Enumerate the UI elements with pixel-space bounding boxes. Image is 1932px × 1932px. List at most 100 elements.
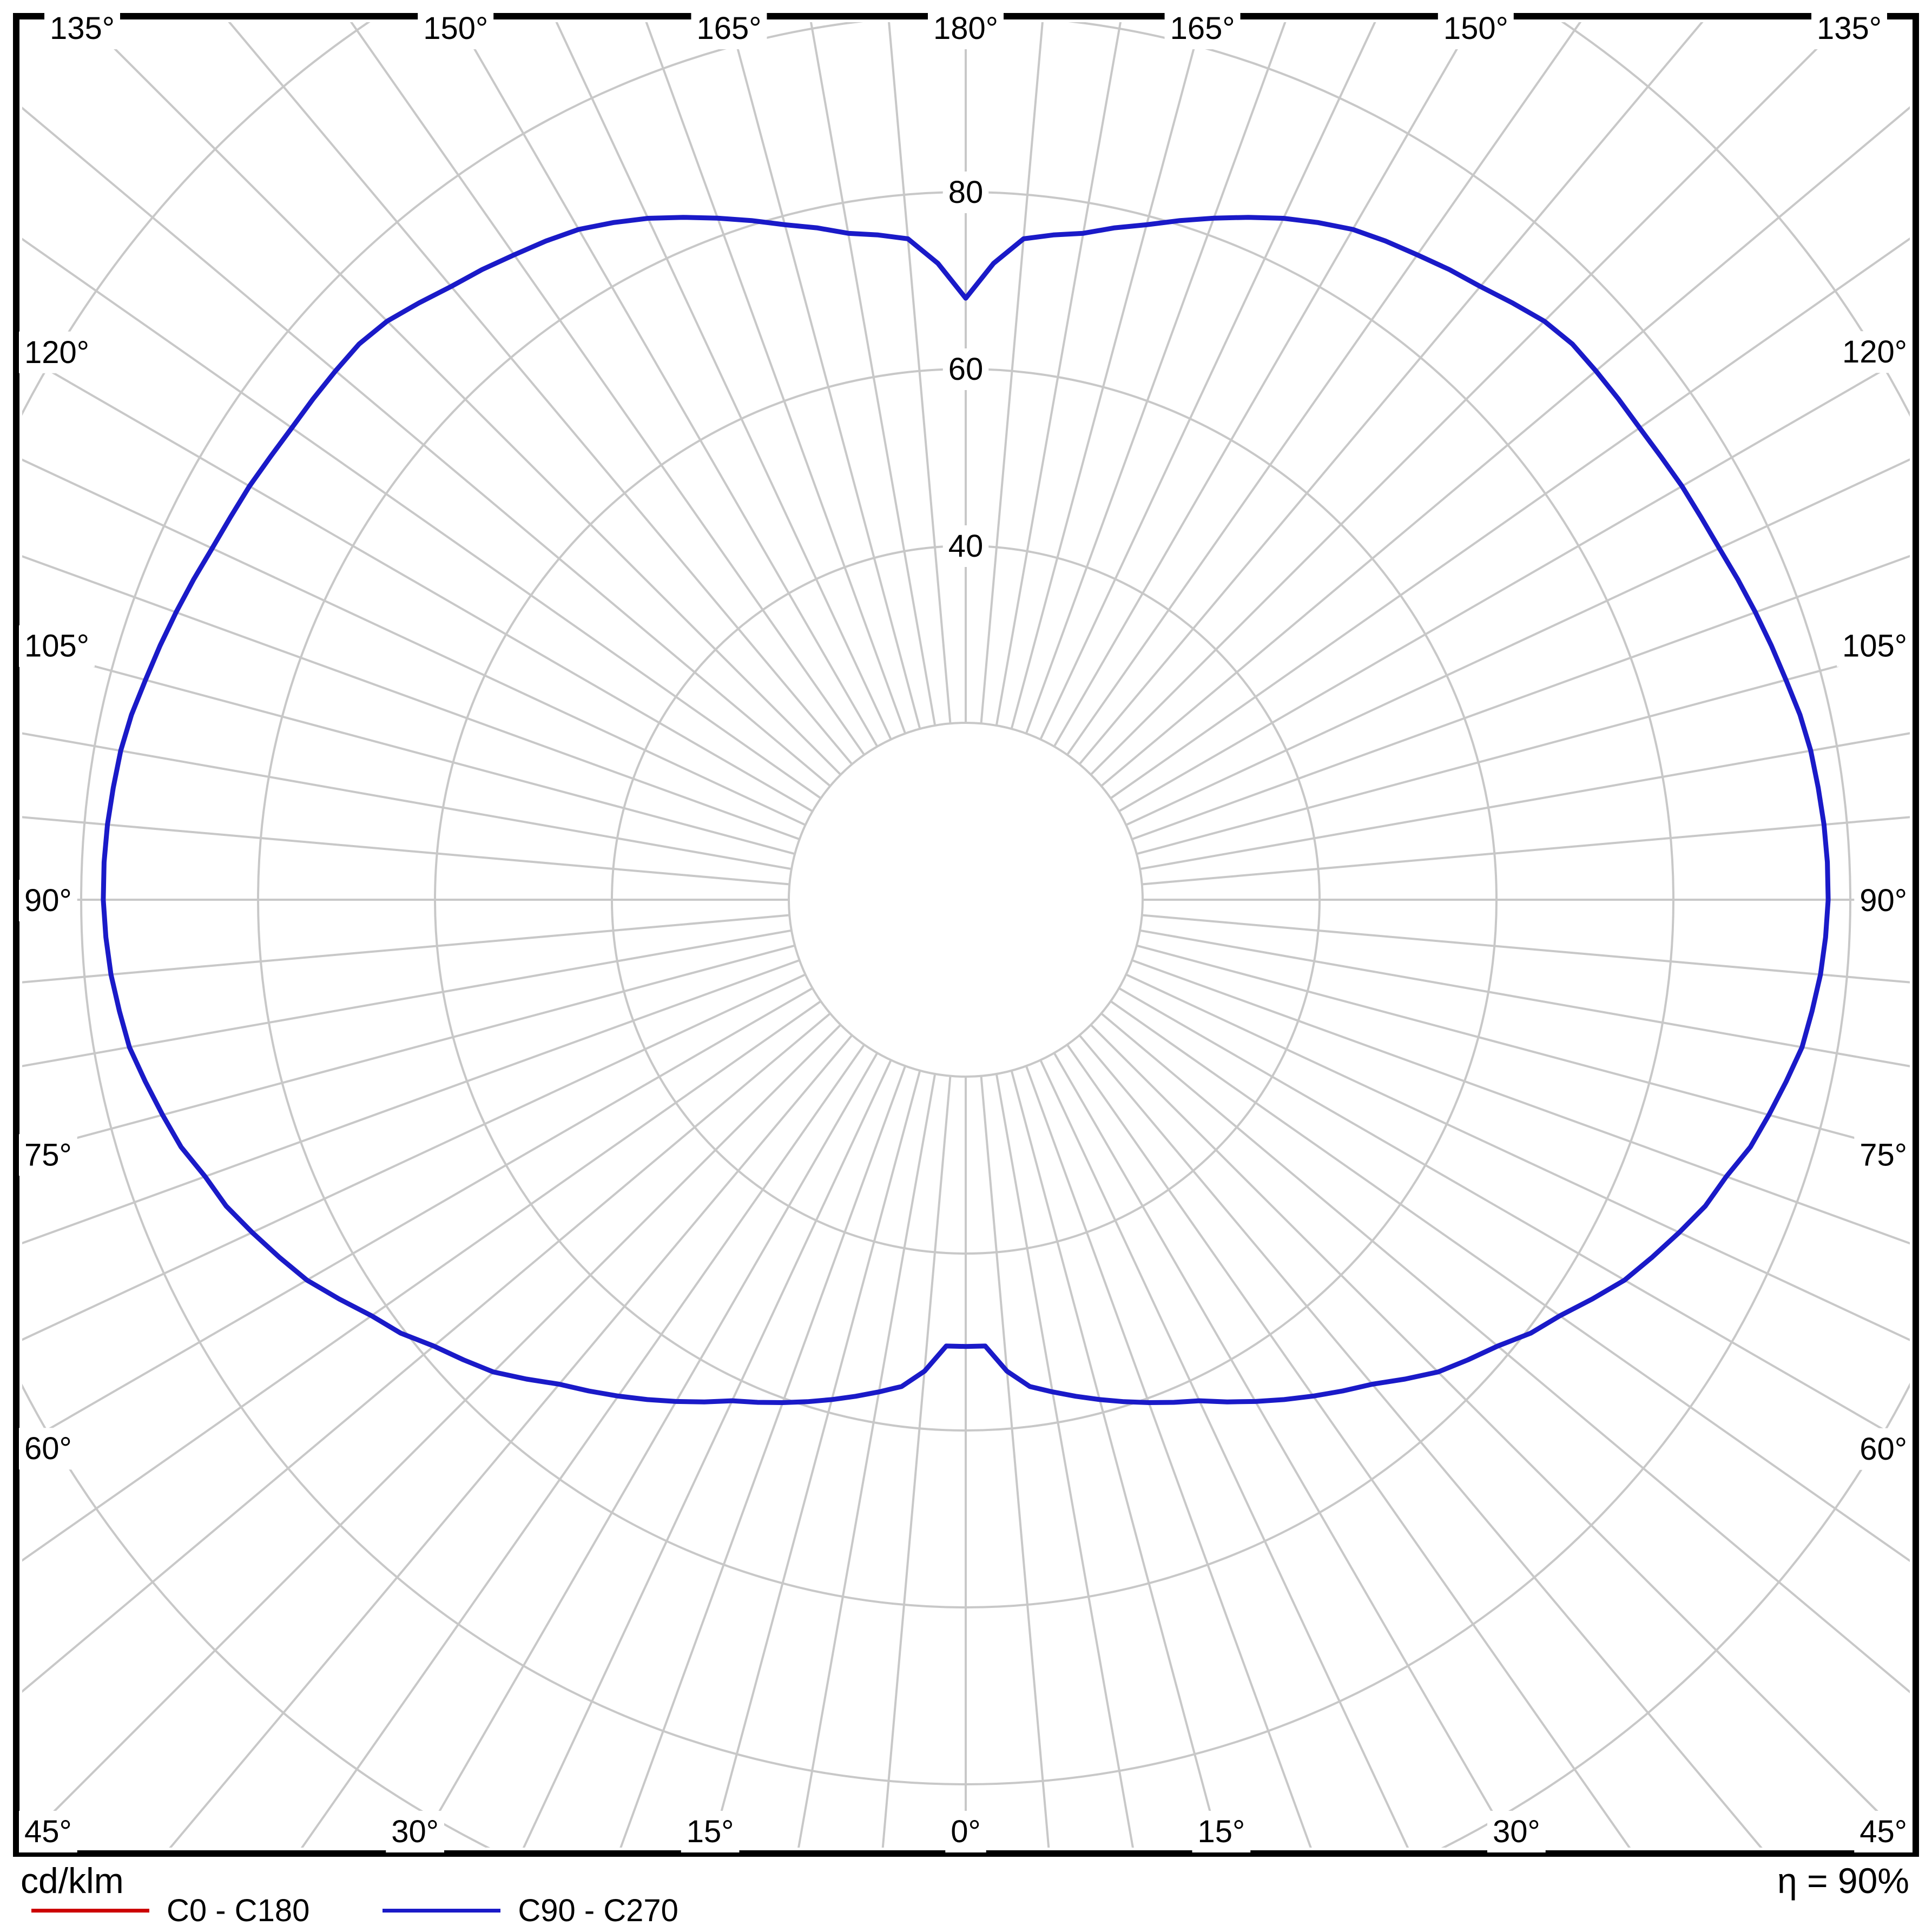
angle-label-120: 120° xyxy=(1842,334,1907,370)
grid-radial-line xyxy=(22,1024,842,1845)
angle-label-90-bg xyxy=(1854,880,1913,921)
grid-radial-line xyxy=(1131,555,1910,841)
grid-radial-line xyxy=(555,22,892,740)
grid-radial-line xyxy=(1066,22,1582,756)
angle-label-165-bg xyxy=(1164,8,1241,49)
grid-radial-line xyxy=(809,22,937,726)
grid-radial-line xyxy=(169,1034,853,1848)
radial-tick-label-80-bg xyxy=(942,172,989,213)
angle-label-180: 180° xyxy=(933,11,998,46)
grid-radial-line xyxy=(458,22,879,747)
grid-radial-line xyxy=(22,987,813,1446)
legend: C0 - C180 C90 - C270 xyxy=(31,1893,678,1929)
angle-label-105-bg xyxy=(19,625,95,667)
angle-label-105: 105° xyxy=(24,629,89,664)
angle-label-90-bg xyxy=(19,880,77,921)
grid-radial-line xyxy=(1066,1044,1631,1848)
angle-label-60: 60° xyxy=(1860,1432,1907,1467)
angle-label-105-bg xyxy=(1837,625,1913,667)
angle-label-30-bg xyxy=(1487,1811,1546,1852)
efficiency-label: η = 90% xyxy=(1777,1861,1909,1901)
grid-radial-line xyxy=(22,929,792,1067)
legend-label-c90-c270: C90 - C270 xyxy=(518,1893,678,1928)
radial-tick-label-40: 40 xyxy=(948,529,984,564)
grid-radial-line xyxy=(1078,22,1704,765)
angle-label-120: 120° xyxy=(24,335,89,370)
grid-radial-line xyxy=(22,959,800,1244)
units-label: cd/klm xyxy=(21,1861,124,1901)
grid-radial-line xyxy=(22,555,800,841)
angle-label-45-bg xyxy=(19,1811,77,1852)
grid-radial-line xyxy=(87,22,842,776)
angle-label-30: 30° xyxy=(391,1814,439,1849)
grid-radial-line xyxy=(1142,816,1910,886)
legend-item-c90-c270: C90 - C270 xyxy=(383,1893,678,1929)
angle-label-60-bg xyxy=(19,1428,77,1470)
grid-radial-line xyxy=(417,1052,879,1848)
grid-radial-line xyxy=(645,22,907,734)
angle-label-75-bg xyxy=(19,1134,77,1176)
angle-label-135-bg xyxy=(1811,8,1887,49)
grid-radial-line xyxy=(22,944,795,1154)
angle-label-165: 165° xyxy=(696,11,761,46)
grid-radial-line xyxy=(22,458,806,826)
grid-radial-line xyxy=(888,22,952,724)
angle-label-15: 15° xyxy=(1198,1814,1245,1849)
grid-radial-line xyxy=(1053,22,1474,747)
grid-radial-line xyxy=(1110,1000,1910,1562)
angle-label-120-bg xyxy=(19,331,95,373)
legend-line-c0-c180-swatch xyxy=(31,1909,149,1913)
legend-label-c0-c180: C0 - C180 xyxy=(167,1893,310,1928)
angle-label-15-bg xyxy=(1192,1811,1251,1852)
grid-radial-line xyxy=(1139,732,1910,871)
angle-label-90: 90° xyxy=(1860,883,1907,918)
angle-label-45: 45° xyxy=(1860,1814,1907,1849)
grid-radial-line xyxy=(1100,106,1910,787)
grid-radial-line xyxy=(1025,1065,1312,1848)
grid-radial-line xyxy=(1139,929,1910,1067)
grid-radial-line xyxy=(1010,1070,1221,1848)
grid-radial-line xyxy=(729,22,921,729)
angle-label-0-bg xyxy=(945,1811,986,1852)
angle-label-60: 60° xyxy=(24,1431,72,1466)
grid-radial-line xyxy=(1090,22,1845,776)
grid-radial-line xyxy=(228,22,853,765)
angle-label-150-bg xyxy=(1438,8,1514,49)
curve-c90-c270 xyxy=(101,215,1831,1405)
angle-label-30: 30° xyxy=(1493,1814,1540,1849)
grid-radial-line xyxy=(1118,353,1910,813)
grid-radial-line xyxy=(350,22,866,756)
grid-radial-line xyxy=(22,1012,831,1693)
angle-label-120-bg xyxy=(1837,331,1913,373)
angle-label-0: 0° xyxy=(951,1814,980,1849)
angle-label-60-bg xyxy=(1854,1428,1913,1470)
grid-radial-line xyxy=(522,1059,892,1848)
angle-label-150-bg xyxy=(418,8,494,49)
radial-tick-label-60-bg xyxy=(942,348,989,390)
grid-radial-line xyxy=(22,816,790,886)
radial-tick-label-40-bg xyxy=(942,525,989,567)
angle-label-75: 75° xyxy=(1860,1138,1907,1173)
grid-radial-line xyxy=(995,22,1122,726)
grid-radial-line xyxy=(1025,22,1287,734)
grid-radial-line xyxy=(1136,944,1910,1154)
angle-label-165: 165° xyxy=(1170,11,1235,46)
grid-radial-line xyxy=(980,1076,1050,1848)
grid-radial-line xyxy=(300,1044,866,1848)
angle-label-135: 135° xyxy=(1817,11,1882,46)
angle-label-45-bg xyxy=(1854,1811,1913,1852)
angle-label-30-bg xyxy=(386,1811,444,1852)
grid-radial-line xyxy=(1110,237,1910,800)
grid-radial-line xyxy=(980,22,1044,724)
legend-item-c0-c180: C0 - C180 xyxy=(31,1893,309,1929)
grid-radial-line xyxy=(22,106,831,787)
angle-label-15-bg xyxy=(681,1811,740,1852)
radial-tick-label-80: 80 xyxy=(948,175,984,210)
grid-radial-line xyxy=(22,914,790,984)
angle-label-75-bg xyxy=(1854,1134,1913,1176)
angle-label-150: 150° xyxy=(1443,11,1508,46)
angle-label-135-bg xyxy=(44,8,120,49)
angle-label-45: 45° xyxy=(24,1814,72,1849)
grid-radial-line xyxy=(619,1065,907,1848)
